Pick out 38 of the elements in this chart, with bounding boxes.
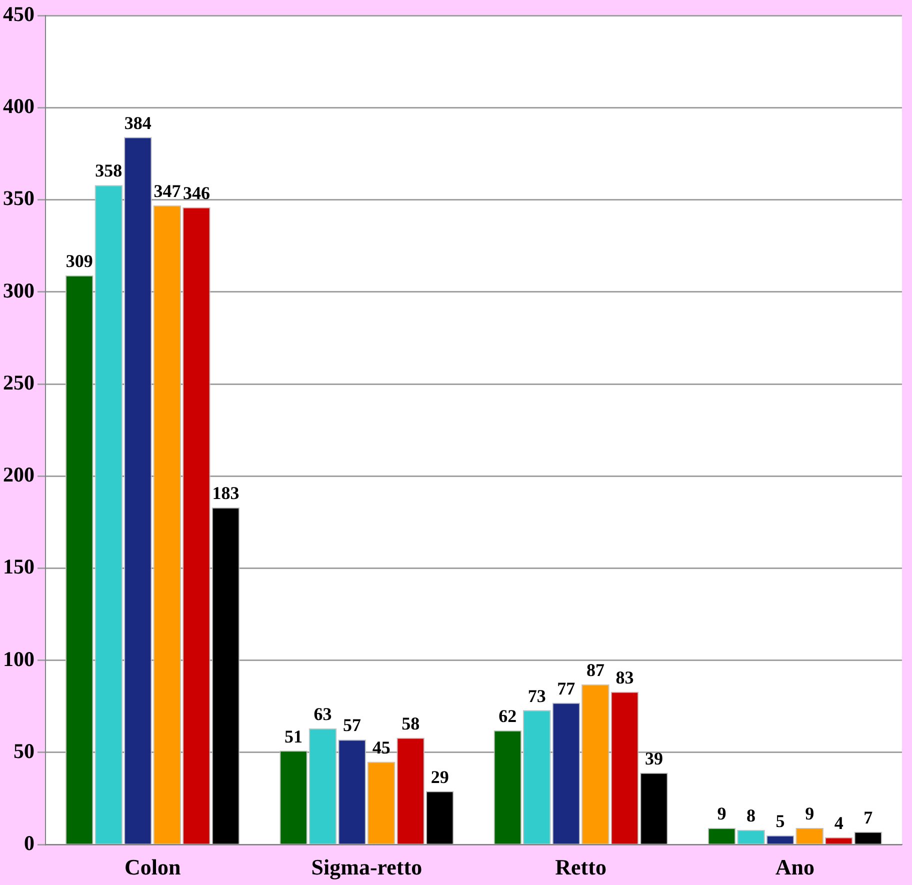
y-tick-label: 450 xyxy=(3,2,34,26)
y-tick-label: 0 xyxy=(24,831,34,856)
x-tick-label: Colon xyxy=(124,854,181,880)
data-label: 384 xyxy=(124,112,152,133)
data-label: 346 xyxy=(182,182,210,203)
data-label: 58 xyxy=(402,713,420,734)
data-label: 39 xyxy=(644,748,663,768)
data-label: 309 xyxy=(66,251,93,272)
data-label: 51 xyxy=(284,726,303,746)
data-label: 77 xyxy=(557,678,576,698)
data-label: 83 xyxy=(616,667,634,688)
data-label: 347 xyxy=(154,181,181,202)
data-label: 358 xyxy=(95,160,122,181)
x-tick-label: Ano xyxy=(775,854,814,880)
data-label: 29 xyxy=(430,766,449,787)
data-label: 183 xyxy=(212,483,240,504)
y-tick-label: 250 xyxy=(3,370,34,394)
y-tick-label: 200 xyxy=(3,462,34,487)
data-label: 57 xyxy=(343,715,362,736)
data-label: 4 xyxy=(834,812,844,833)
data-label: 8 xyxy=(746,806,756,826)
data-label: 63 xyxy=(314,704,332,724)
data-label: 9 xyxy=(717,804,726,824)
data-label: 9 xyxy=(805,804,814,824)
y-tick-label: 300 xyxy=(3,278,34,302)
x-tick-label: Retto xyxy=(555,854,606,880)
data-label: 5 xyxy=(776,811,785,832)
y-tick-label: 350 xyxy=(3,186,34,210)
data-label: 87 xyxy=(586,660,604,680)
data-label: 73 xyxy=(528,686,546,706)
x-tick-label: Sigma-retto xyxy=(311,854,422,880)
data-label: 7 xyxy=(864,807,873,828)
y-tick-label: 50 xyxy=(14,738,34,763)
data-label: 45 xyxy=(372,737,390,758)
data-label: 62 xyxy=(498,706,517,726)
y-tick-label: 100 xyxy=(3,646,34,671)
y-tick-label: 400 xyxy=(3,94,34,118)
y-tick-label: 150 xyxy=(3,554,34,579)
